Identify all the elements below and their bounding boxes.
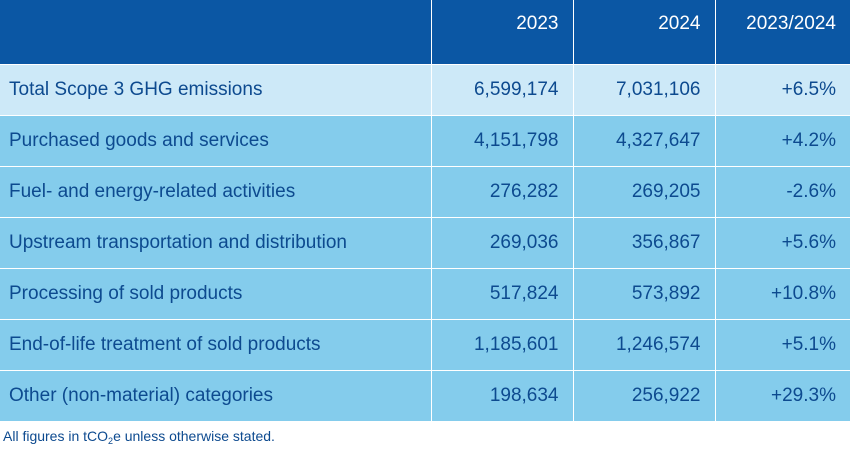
row-value-2023: 276,282 [430,165,573,217]
table-row: Other (non-material) categories 198,634 … [0,369,850,421]
table-row: Fuel- and energy-related activities 276,… [0,165,850,217]
header-row: 2023 2024 2023/2024 [0,0,850,64]
row-value-2024: 269,205 [572,165,715,217]
row-value-2024: 7,031,106 [572,63,715,115]
row-value-2023: 198,634 [430,369,573,421]
row-label: Fuel- and energy-related activities [0,165,431,217]
table-row: End-of-life treatment of sold products 1… [0,318,850,370]
row-change: +6.5% [714,63,850,115]
footnote-text-end: e unless otherwise stated. [113,428,275,444]
row-value-2024: 1,246,574 [572,318,715,370]
row-label: Upstream transportation and distribution [0,216,431,268]
row-value-2023: 517,824 [430,267,573,319]
row-value-2023: 269,036 [430,216,573,268]
row-value-2023: 4,151,798 [430,114,573,166]
scope3-emissions-table: 2023 2024 2023/2024 Total Scope 3 GHG em… [0,0,850,421]
row-label: Processing of sold products [0,267,431,319]
row-label: Purchased goods and services [0,114,431,166]
footnote: All figures in tCO2e unless otherwise st… [3,428,275,446]
row-value-2024: 573,892 [572,267,715,319]
row-change: +5.6% [714,216,850,268]
row-value-2024: 4,327,647 [572,114,715,166]
row-change: +29.3% [714,369,850,421]
header-category [0,0,431,64]
footnote-subscript: 2 [108,436,114,446]
table-row: Processing of sold products 517,824 573,… [0,267,850,319]
row-label: Total Scope 3 GHG emissions [0,63,431,115]
row-change: +4.2% [714,114,850,166]
row-value-2023: 1,185,601 [430,318,573,370]
row-value-2024: 256,922 [572,369,715,421]
row-label: Other (non-material) categories [0,369,431,421]
footnote-text-start: All figures in tCO [3,428,109,444]
table-row: Upstream transportation and distribution… [0,216,850,268]
row-value-2023: 6,599,174 [430,63,573,115]
header-change: 2023/2024 [714,0,850,64]
row-change: +5.1% [714,318,850,370]
row-change: +10.8% [714,267,850,319]
header-2023: 2023 [430,0,573,64]
row-value-2024: 356,867 [572,216,715,268]
table-row: Purchased goods and services 4,151,798 4… [0,114,850,166]
row-label: End-of-life treatment of sold products [0,318,431,370]
header-2024: 2024 [572,0,715,64]
emissions-table-container: 2023 2024 2023/2024 Total Scope 3 GHG em… [0,0,850,421]
table-body: Total Scope 3 GHG emissions 6,599,174 7,… [0,63,850,421]
table-header: 2023 2024 2023/2024 [0,0,850,64]
table-row-total: Total Scope 3 GHG emissions 6,599,174 7,… [0,63,850,115]
row-change: -2.6% [714,165,850,217]
